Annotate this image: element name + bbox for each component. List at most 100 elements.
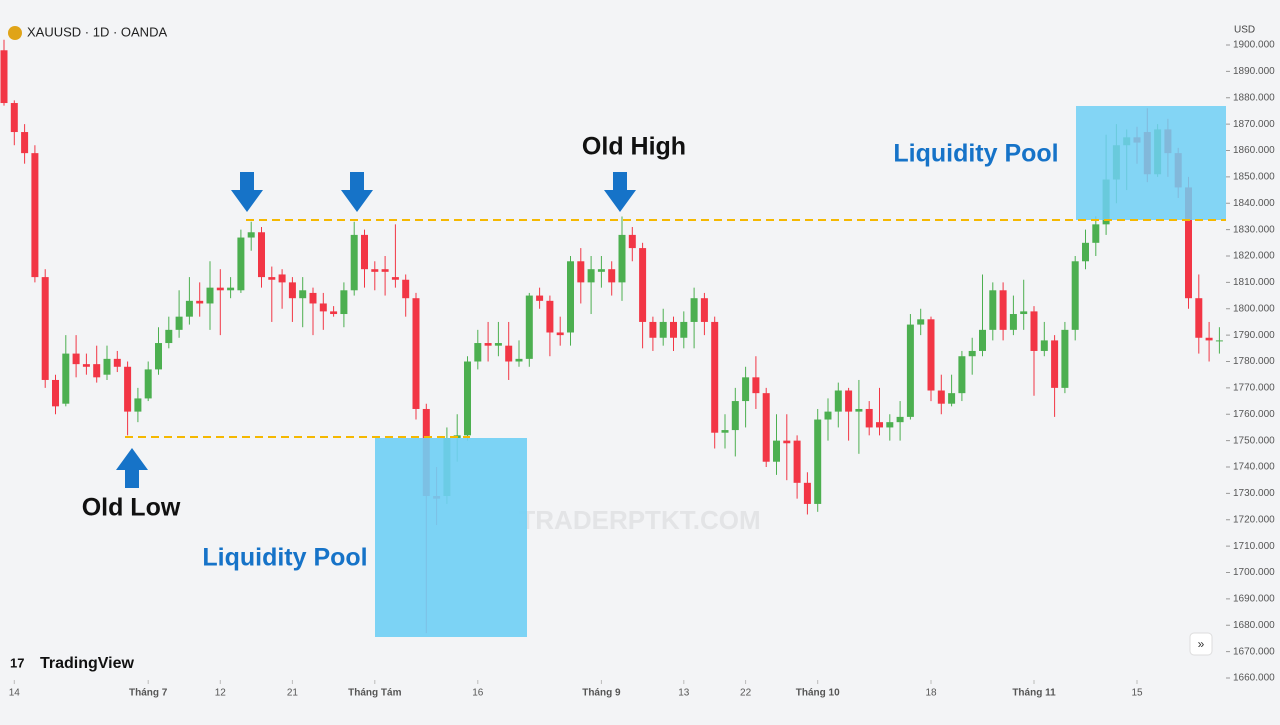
candle-body (927, 319, 935, 391)
candle-body (824, 411, 832, 420)
candle-body (474, 343, 482, 362)
candle-body (690, 298, 698, 322)
candle-body (494, 343, 502, 346)
candle-body (1215, 340, 1223, 342)
candle-body (31, 153, 39, 278)
x-tick-label: 14 (9, 688, 21, 699)
arrows (116, 172, 636, 488)
candle-body (134, 398, 142, 412)
candle-body (834, 390, 842, 412)
candle-body (227, 287, 235, 291)
scroll-icon[interactable]: » (1198, 637, 1205, 651)
x-tick-label: Tháng 7 (129, 688, 168, 699)
logo-mark: 17 (10, 655, 24, 670)
liquidity-box (375, 438, 527, 637)
y-tick-label: 1810.000 (1233, 277, 1275, 288)
candle-body (917, 319, 925, 325)
x-tick-label: 18 (925, 688, 937, 699)
y-tick-label: 1780.000 (1233, 356, 1275, 367)
candle-body (62, 353, 70, 404)
candle-body (0, 50, 8, 104)
y-tick-label: 1690.000 (1233, 594, 1275, 605)
candle-body (1009, 314, 1017, 330)
candle-body (865, 408, 873, 428)
candle-body (1092, 224, 1100, 243)
candle-body (845, 390, 853, 412)
candle-body (82, 364, 90, 367)
candle-body (1020, 311, 1028, 315)
candle-body (546, 300, 554, 333)
candle-body (731, 401, 739, 431)
y-tick-label: 1890.000 (1233, 66, 1275, 77)
candle-body (361, 234, 368, 270)
y-tick-label: 1750.000 (1233, 435, 1275, 446)
y-tick-label: 1820.000 (1233, 251, 1275, 262)
candle-body (711, 321, 719, 433)
brand[interactable]: TradingView (40, 655, 135, 672)
x-tick-label: Tháng Tám (348, 688, 401, 699)
liquidity-box (1076, 106, 1226, 220)
candle-body (968, 350, 976, 357)
candle-body (309, 292, 317, 304)
candle-body (299, 290, 307, 299)
y-tick-label: 1770.000 (1233, 383, 1275, 394)
candle-body (742, 377, 750, 402)
arrow-down (604, 172, 636, 212)
candle-body (876, 422, 883, 428)
candle-body (814, 419, 822, 504)
candle-body (196, 300, 204, 304)
candle-body (381, 269, 389, 272)
candle-body (896, 416, 904, 423)
candle-body (1195, 298, 1203, 338)
candle-body (577, 261, 585, 283)
y-tick-label: 1660.000 (1233, 673, 1275, 684)
y-tick-label: 1830.000 (1233, 224, 1275, 235)
candle-body (628, 234, 636, 249)
candle-body (999, 290, 1007, 330)
candle-body (1071, 261, 1079, 330)
currency[interactable]: USD (1234, 25, 1255, 36)
candle-body (144, 369, 152, 399)
candle-body (330, 311, 338, 315)
y-tick-label: 1860.000 (1233, 145, 1275, 156)
candle-body (52, 379, 59, 407)
candle-body (556, 332, 564, 336)
candle-body (1185, 187, 1192, 299)
candle-body (93, 364, 101, 378)
candle-body (587, 269, 595, 283)
candle-body (402, 279, 410, 299)
x-tick-label: 12 (215, 688, 227, 699)
candle-body (268, 277, 276, 280)
y-tick-label: 1710.000 (1233, 541, 1275, 552)
annotation: Liquidity Pool (893, 140, 1058, 168)
annotation: Liquidity Pool (202, 544, 367, 572)
x-tick-label: Tháng 11 (1012, 688, 1056, 699)
arrow-down (341, 172, 373, 212)
candle-body (319, 303, 327, 312)
y-tick-label: 1900.000 (1233, 40, 1275, 51)
scroll-button[interactable] (1189, 632, 1213, 656)
y-tick-label: 1850.000 (1233, 172, 1275, 183)
candle-body (21, 132, 29, 154)
candle-body (752, 377, 760, 394)
candle-body (278, 274, 286, 283)
symbol[interactable]: XAUUSD · 1D · OANDA (27, 24, 167, 39)
candle-body (1061, 329, 1069, 388)
candle-body (288, 282, 296, 299)
candle-body (206, 287, 214, 304)
candle-body (412, 298, 420, 409)
candle-body (618, 234, 626, 283)
candle-body (247, 232, 255, 238)
arrow-down (231, 172, 263, 212)
candle-body (670, 321, 677, 338)
symbol-icon (8, 26, 22, 40)
x-tick-label: Tháng 10 (796, 688, 840, 699)
watermark: TRADERPTKT.COM (519, 505, 760, 535)
candle-body (165, 329, 173, 344)
candle-body (113, 358, 121, 367)
candle-body (608, 269, 616, 283)
candle-body (525, 295, 533, 359)
y-tick-label: 1720.000 (1233, 514, 1275, 525)
candle-body (536, 295, 544, 301)
candle-body (597, 269, 605, 272)
